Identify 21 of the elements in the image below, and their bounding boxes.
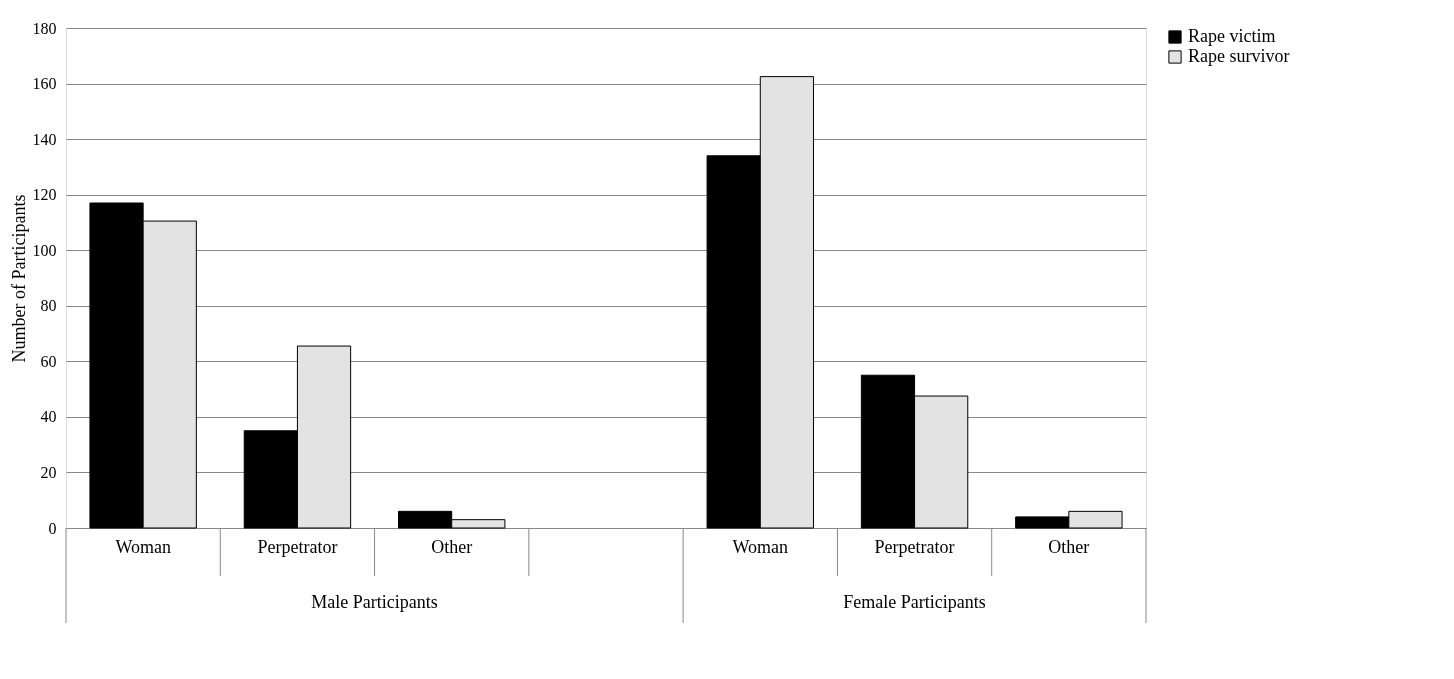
y-tick-label: 120 bbox=[32, 186, 57, 204]
text: Female Participants bbox=[843, 592, 986, 612]
y-tick-label: 100 bbox=[32, 241, 57, 259]
y-axis-title: Number of Participants bbox=[8, 194, 29, 363]
text: Male Participants bbox=[311, 592, 438, 612]
x-tick-label: Other bbox=[1048, 536, 1090, 557]
y-tick-label: 180 bbox=[32, 19, 57, 37]
legend-label: Rape survivor bbox=[1188, 46, 1290, 66]
legend-label: Rape victim bbox=[1188, 26, 1276, 46]
x-tick-label: Other bbox=[431, 536, 473, 557]
y-tick-label: 60 bbox=[40, 352, 57, 370]
y-tick-label: 160 bbox=[32, 75, 57, 93]
y-tick-label: 40 bbox=[40, 408, 57, 426]
y-tick-label: 0 bbox=[48, 519, 57, 537]
x-tick-label: Perpetrator bbox=[874, 536, 955, 557]
y-tick-label: 20 bbox=[40, 463, 57, 481]
x-tick-label: Woman bbox=[732, 536, 789, 557]
x-tick-label: Woman bbox=[115, 536, 171, 557]
y-tick-label: 80 bbox=[40, 297, 57, 315]
y-tick-label: 140 bbox=[32, 130, 57, 148]
x-tick-label: Perpetrator bbox=[257, 536, 338, 557]
